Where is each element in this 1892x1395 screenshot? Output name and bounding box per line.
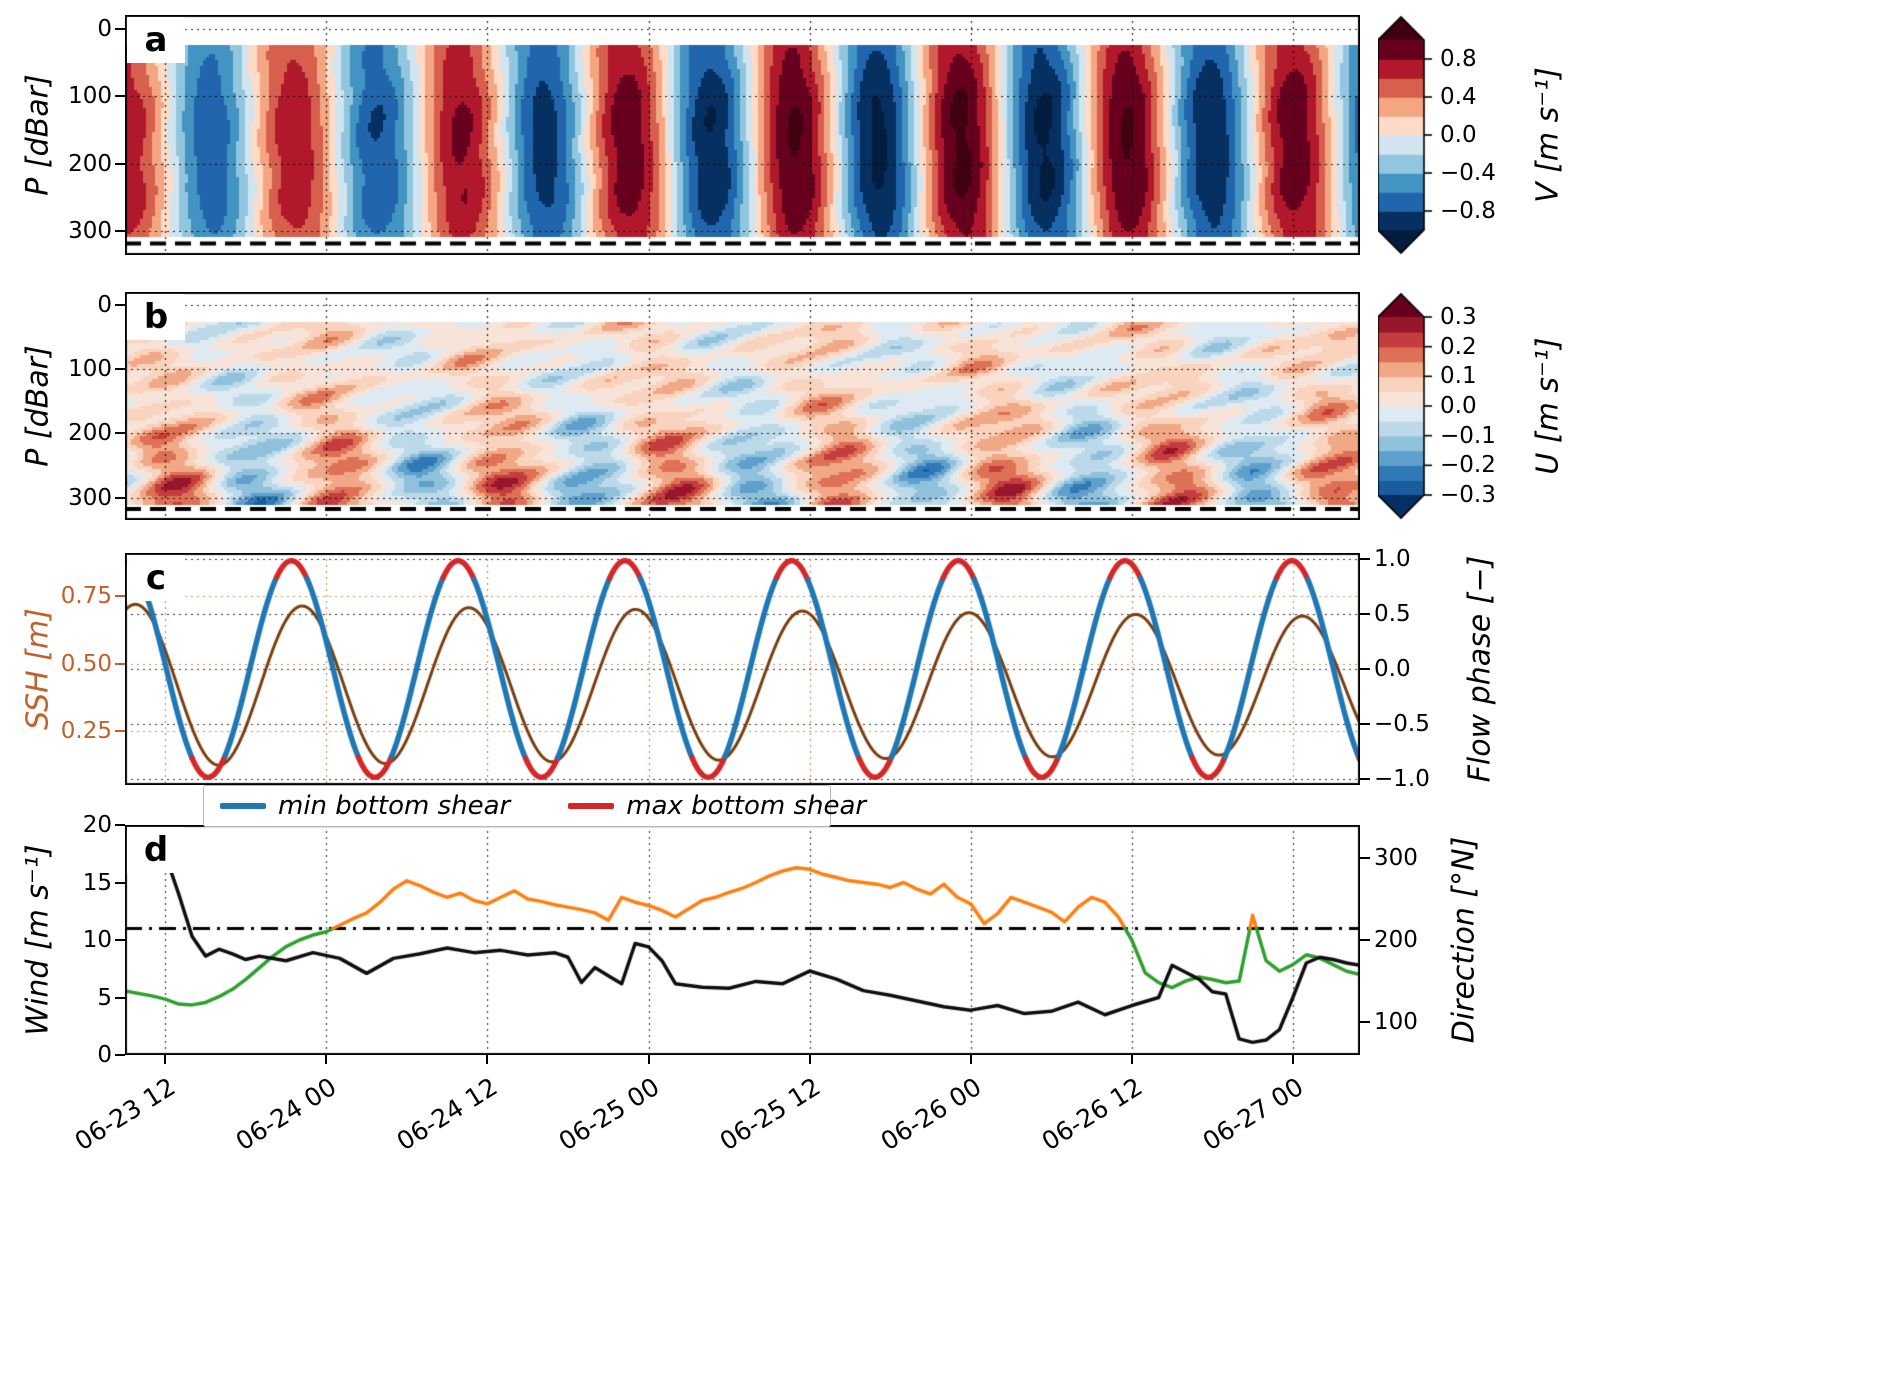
b-ytick-mark [115, 432, 125, 435]
d-ytick-right-mark [1360, 856, 1370, 859]
legend: min bottom shear max bottom shear [203, 785, 866, 827]
x-tick-label: 06-27 00 [1197, 1072, 1309, 1157]
colorbar-b-tick-label: −0.3 [1440, 482, 1496, 508]
b-ytick-label: 100 [68, 356, 112, 383]
panel-a-heatmap-v [125, 15, 1360, 255]
axis-label-flow-phase: Flow phase [−] [1462, 555, 1498, 783]
legend-max-shear-line [568, 803, 615, 809]
a-ytick-label: 300 [68, 218, 112, 245]
colorbar-b-tick-label: 0.0 [1440, 393, 1477, 419]
colorbar-a-tick-label: −0.4 [1440, 160, 1496, 186]
axis-label-v-velocity: V [m s⁻¹] [1530, 67, 1566, 203]
a-ytick-mark [115, 162, 125, 165]
x-tick-mark [325, 1055, 328, 1064]
b-ytick-mark [115, 303, 125, 306]
colorbar-b-tick-label: −0.2 [1440, 452, 1496, 479]
x-tick-mark [1130, 1055, 1133, 1064]
x-tick-mark [808, 1055, 811, 1064]
c-ytick-right-mark [1360, 723, 1370, 726]
c-ytick-left-mark [115, 730, 125, 733]
x-tick-label: 06-25 00 [553, 1072, 664, 1157]
c-ytick-left-label: 0.50 [60, 650, 112, 677]
b-ytick-mark [115, 368, 125, 371]
a-ytick-mark [115, 27, 125, 30]
d-ytick-left-label: 5 [97, 984, 112, 1011]
a-ytick-label: 0 [97, 15, 112, 42]
colorbar-b-tick-label: 0.1 [1440, 363, 1477, 390]
colorbar-b-tick-label: −0.1 [1440, 422, 1496, 449]
axis-label-direction: Direction [°N] [1446, 836, 1482, 1044]
legend-max-shear-label: max bottom shear [626, 791, 867, 821]
b-ytick-mark [115, 496, 125, 499]
x-tick-mark [164, 1055, 167, 1064]
c-ytick-right-label: −1.0 [1374, 766, 1430, 793]
panel-d-letter: d [127, 827, 185, 873]
d-ytick-left-label: 15 [82, 869, 112, 896]
d-ytick-left-mark [115, 881, 125, 884]
c-ytick-left-mark [115, 595, 125, 598]
x-tick-label: 06-24 12 [392, 1072, 503, 1157]
x-tick-mark [486, 1055, 489, 1064]
c-ytick-right-label: 0.0 [1374, 656, 1411, 682]
d-ytick-right-mark [1360, 1021, 1370, 1024]
b-ytick-label: 0 [97, 291, 112, 318]
d-ytick-right-mark [1360, 939, 1370, 941]
colorbar-a-tick-label: 0.0 [1440, 122, 1477, 148]
legend-min-shear-line [220, 803, 266, 809]
c-ytick-left-label: 0.25 [60, 718, 112, 745]
c-ytick-right-label: −0.5 [1374, 711, 1430, 738]
colorbar-u [1378, 292, 1438, 520]
c-ytick-right-mark [1360, 557, 1370, 560]
c-ytick-right-mark [1360, 612, 1370, 615]
a-ytick-label: 100 [68, 83, 112, 110]
panel-d-wind-direction-plot [125, 825, 1360, 1055]
panel-c-letter: c [127, 555, 185, 601]
d-ytick-right-label: 300 [1374, 844, 1418, 871]
axis-label-u-velocity: U [m s⁻¹] [1530, 337, 1566, 475]
d-ytick-left-label: 10 [82, 927, 112, 953]
colorbar-a-tick-label: 0.8 [1440, 46, 1477, 72]
c-ytick-right-mark [1360, 778, 1370, 781]
colorbar-b-tick-label: 0.2 [1440, 333, 1477, 360]
panel-b-heatmap-u [125, 292, 1360, 520]
panel-b-letter: b [127, 294, 185, 340]
d-ytick-right-label: 100 [1374, 1009, 1418, 1036]
c-ytick-left-label: 0.75 [60, 583, 112, 610]
x-tick-label: 06-23 12 [69, 1072, 181, 1157]
colorbar-a-tick-label: 0.4 [1440, 84, 1477, 110]
panel-c-ssh-flowphase-plot [125, 553, 1360, 785]
d-ytick-left-label: 20 [82, 812, 112, 838]
d-ytick-right-label: 200 [1374, 927, 1418, 953]
x-tick-label: 06-24 00 [231, 1072, 342, 1157]
x-tick-mark [1291, 1055, 1294, 1064]
x-tick-mark [969, 1055, 972, 1064]
colorbar-a-tick-label: −0.8 [1440, 198, 1496, 224]
b-ytick-label: 300 [68, 484, 112, 511]
legend-min-shear-label: min bottom shear [278, 791, 511, 821]
x-tick-label: 06-25 12 [714, 1072, 825, 1157]
d-ytick-left-mark [115, 1054, 125, 1056]
d-ytick-left-mark [115, 939, 125, 941]
d-ytick-left-mark [115, 824, 125, 826]
c-ytick-right-mark [1360, 668, 1370, 670]
d-ytick-left-label: 0 [97, 1042, 112, 1068]
x-tick-label: 06-26 00 [875, 1072, 987, 1157]
c-ytick-left-mark [115, 662, 125, 665]
a-ytick-mark [115, 230, 125, 233]
b-ytick-label: 200 [68, 420, 112, 447]
a-ytick-label: 200 [68, 150, 112, 177]
panel-a-letter: a [127, 17, 185, 63]
d-ytick-left-mark [115, 996, 125, 999]
c-ytick-right-label: 1.0 [1374, 545, 1411, 572]
x-tick-mark [647, 1055, 650, 1064]
c-ytick-right-label: 0.5 [1374, 600, 1411, 627]
a-ytick-mark [115, 95, 125, 98]
colorbar-v [1378, 15, 1438, 255]
x-tick-label: 06-26 12 [1036, 1072, 1148, 1157]
colorbar-b-tick-label: 0.3 [1440, 304, 1477, 330]
